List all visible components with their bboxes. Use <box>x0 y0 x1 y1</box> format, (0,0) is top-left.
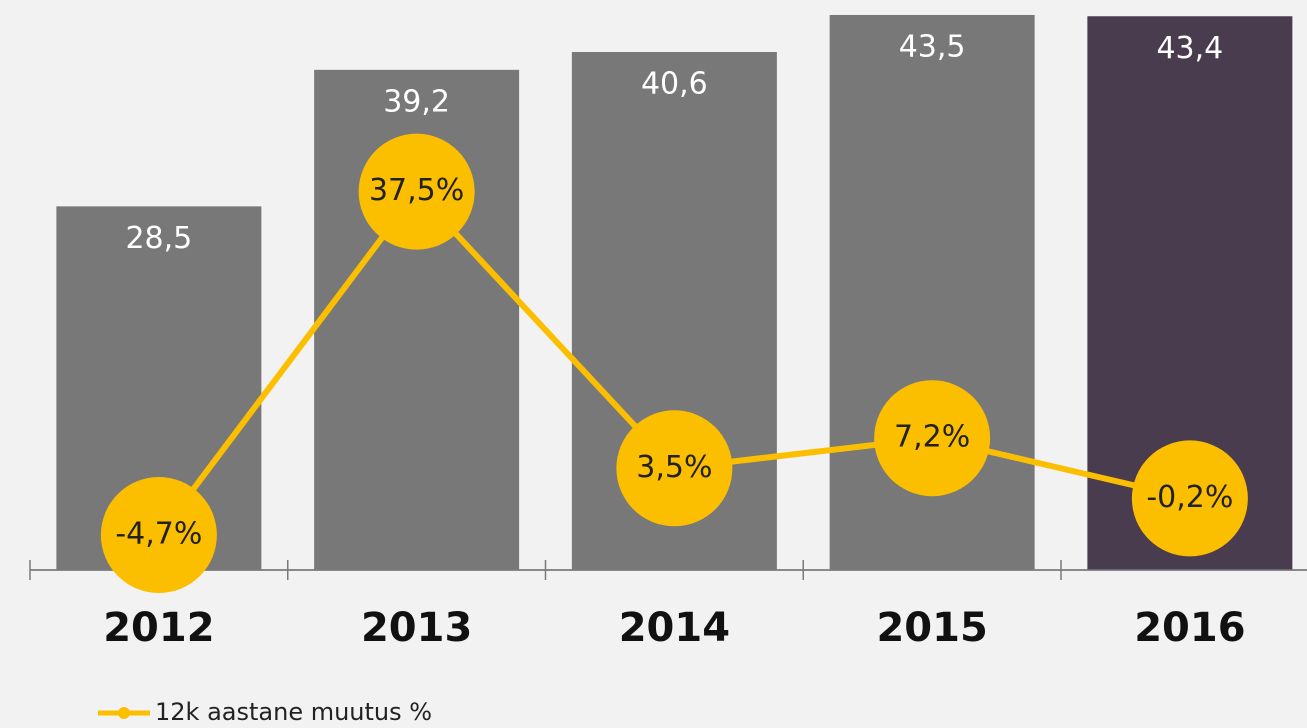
x-tick-label: 2013 <box>361 605 472 651</box>
x-tick-label: 2016 <box>1134 605 1245 651</box>
legend-marker <box>118 707 130 719</box>
bar-value-label: 43,5 <box>899 29 966 64</box>
line-marker <box>616 410 733 527</box>
line-value-label: -4,7% <box>115 517 202 552</box>
line-marker <box>358 133 475 250</box>
line-value-label: 7,2% <box>894 420 970 455</box>
line-marker <box>100 477 217 594</box>
bar-value-label: 43,4 <box>1156 31 1223 66</box>
bar-value-label: 40,6 <box>641 66 708 101</box>
x-tick-label: 2015 <box>876 605 987 651</box>
bar-value-label: 28,5 <box>125 221 192 256</box>
x-tick-label: 2014 <box>619 605 730 651</box>
line-value-label: 37,5% <box>369 173 464 208</box>
line-value-label: 3,5% <box>636 450 712 485</box>
x-tick-label: 2012 <box>103 605 214 651</box>
bar-value-label: 39,2 <box>383 84 450 119</box>
line-value-label: -0,2% <box>1146 480 1233 515</box>
legend-label: 12k aastane muutus % <box>155 698 432 726</box>
line-marker <box>874 380 991 497</box>
line-marker <box>1131 440 1248 557</box>
